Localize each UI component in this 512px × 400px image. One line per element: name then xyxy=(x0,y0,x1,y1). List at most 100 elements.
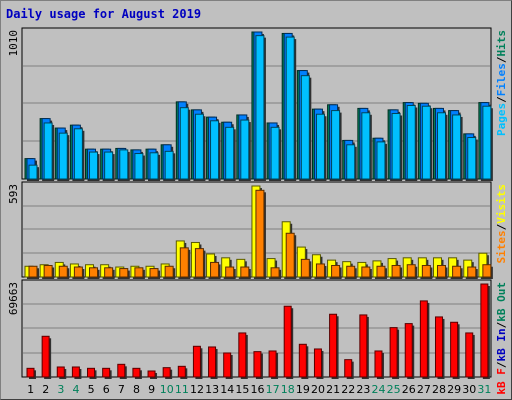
day-label-31: 31 xyxy=(477,383,491,396)
bar-pages-day-25 xyxy=(391,113,401,180)
day-label-6: 6 xyxy=(103,383,110,396)
bar-sites-day-21 xyxy=(331,264,341,278)
bar-sites-day-15 xyxy=(240,266,250,278)
day-label-27: 27 xyxy=(417,383,431,396)
day-label-10: 10 xyxy=(160,383,174,396)
day-label-3: 3 xyxy=(57,383,64,396)
bar-sites-day-23 xyxy=(361,266,371,278)
legend-entry: / xyxy=(495,321,508,328)
bar-sites-day-9 xyxy=(149,268,159,278)
bar-pages-day-22 xyxy=(346,144,356,180)
bar-kb-f-day-30 xyxy=(465,332,474,378)
bar-sites-day-10 xyxy=(164,265,174,278)
day-label-30: 30 xyxy=(462,383,476,396)
bar-pages-day-8 xyxy=(134,153,144,180)
legend-entry: / xyxy=(495,96,508,103)
bar-pages-day-9 xyxy=(149,152,159,180)
bar-sites-day-3 xyxy=(58,265,68,278)
bar-kb-f-day-31 xyxy=(480,283,489,378)
bar-pages-day-15 xyxy=(240,119,250,180)
bar-sites-day-24 xyxy=(376,265,386,278)
bar-pages-day-7 xyxy=(119,149,129,180)
bar-pages-day-18 xyxy=(285,36,295,180)
bar-sites-day-26 xyxy=(406,264,416,278)
bar-kb-f-day-4 xyxy=(71,366,80,378)
bar-pages-day-17 xyxy=(270,126,280,180)
bar-sites-day-2 xyxy=(43,264,53,278)
day-label-26: 26 xyxy=(402,383,416,396)
bar-kb-f-day-20 xyxy=(313,348,322,378)
bar-sites-day-25 xyxy=(391,264,401,278)
day-label-16: 16 xyxy=(251,383,265,396)
bar-pages-day-31 xyxy=(482,105,492,180)
bar-pages-day-20 xyxy=(315,113,325,180)
bar-kb-f-day-24 xyxy=(374,350,383,378)
panel-middle-legend: Sites/Visits xyxy=(495,184,508,264)
day-label-18: 18 xyxy=(281,383,295,396)
legend-entry: Pages xyxy=(495,103,508,136)
day-label-11: 11 xyxy=(175,383,189,396)
bar-pages-day-1 xyxy=(28,164,38,180)
bar-kb-f-day-8 xyxy=(132,367,141,378)
day-label-22: 22 xyxy=(341,383,355,396)
bar-sites-day-22 xyxy=(346,265,356,278)
bar-pages-day-26 xyxy=(406,105,416,180)
day-label-29: 29 xyxy=(447,383,461,396)
bar-pages-day-29 xyxy=(452,114,462,180)
bar-kb-f-day-5 xyxy=(87,367,96,378)
bar-sites-day-11 xyxy=(179,247,189,278)
bar-kb-f-day-2 xyxy=(41,335,50,378)
bar-pages-day-4 xyxy=(73,128,83,180)
bar-kb-f-day-11 xyxy=(177,365,186,378)
bar-sites-day-27 xyxy=(421,264,431,278)
bar-kb-f-day-29 xyxy=(450,321,459,378)
day-label-5: 5 xyxy=(88,383,95,396)
bar-pages-day-24 xyxy=(376,141,386,180)
panel-middle-ymax-label: 593 xyxy=(7,184,20,204)
day-label-23: 23 xyxy=(356,383,370,396)
bar-pages-day-23 xyxy=(361,112,371,180)
bar-pages-day-30 xyxy=(467,137,477,180)
panel-top-legend: Pages/Files/Hits xyxy=(495,30,508,136)
day-label-9: 9 xyxy=(148,383,155,396)
bar-sites-day-5 xyxy=(89,267,99,278)
day-label-12: 12 xyxy=(190,383,204,396)
day-label-7: 7 xyxy=(118,383,125,396)
legend-entry: kB Out xyxy=(495,282,508,322)
bar-kb-f-day-14 xyxy=(223,352,232,378)
bar-sites-day-8 xyxy=(134,267,144,278)
bar-pages-day-5 xyxy=(89,151,99,180)
day-label-17: 17 xyxy=(266,383,280,396)
day-label-1: 1 xyxy=(27,383,34,396)
bar-kb-f-day-21 xyxy=(329,313,338,378)
bar-kb-f-day-28 xyxy=(434,316,443,378)
bar-pages-day-21 xyxy=(331,110,341,180)
legend-entry: / xyxy=(495,361,508,368)
legend-entry: Files xyxy=(495,63,508,96)
bar-sites-day-6 xyxy=(104,267,114,278)
legend-entry: kB In xyxy=(495,328,508,361)
bar-pages-day-11 xyxy=(179,107,189,180)
bar-kb-f-day-15 xyxy=(238,332,247,378)
bar-sites-day-31 xyxy=(482,264,492,278)
bar-sites-day-14 xyxy=(225,266,235,278)
bar-sites-day-28 xyxy=(436,264,446,278)
bar-sites-day-16 xyxy=(255,189,265,278)
legend-entry: kB F xyxy=(495,368,508,395)
bar-sites-day-1 xyxy=(28,265,38,278)
bar-pages-day-3 xyxy=(58,132,68,180)
bar-sites-day-4 xyxy=(73,266,83,278)
bar-pages-day-13 xyxy=(210,120,220,180)
bar-kb-f-day-7 xyxy=(117,363,126,378)
legend-entry: Sites xyxy=(495,230,508,263)
bar-pages-day-12 xyxy=(194,113,204,180)
bar-kb-f-day-26 xyxy=(404,323,413,378)
legend-entry: / xyxy=(495,223,508,230)
panel-top-ymax-label: 1010 xyxy=(7,30,20,57)
panel-bottom-legend: kB F/kB In/kB Out xyxy=(495,282,508,395)
bar-sites-day-12 xyxy=(194,248,204,278)
day-label-4: 4 xyxy=(72,383,79,396)
bar-kb-f-day-6 xyxy=(102,367,111,378)
day-label-21: 21 xyxy=(326,383,340,396)
